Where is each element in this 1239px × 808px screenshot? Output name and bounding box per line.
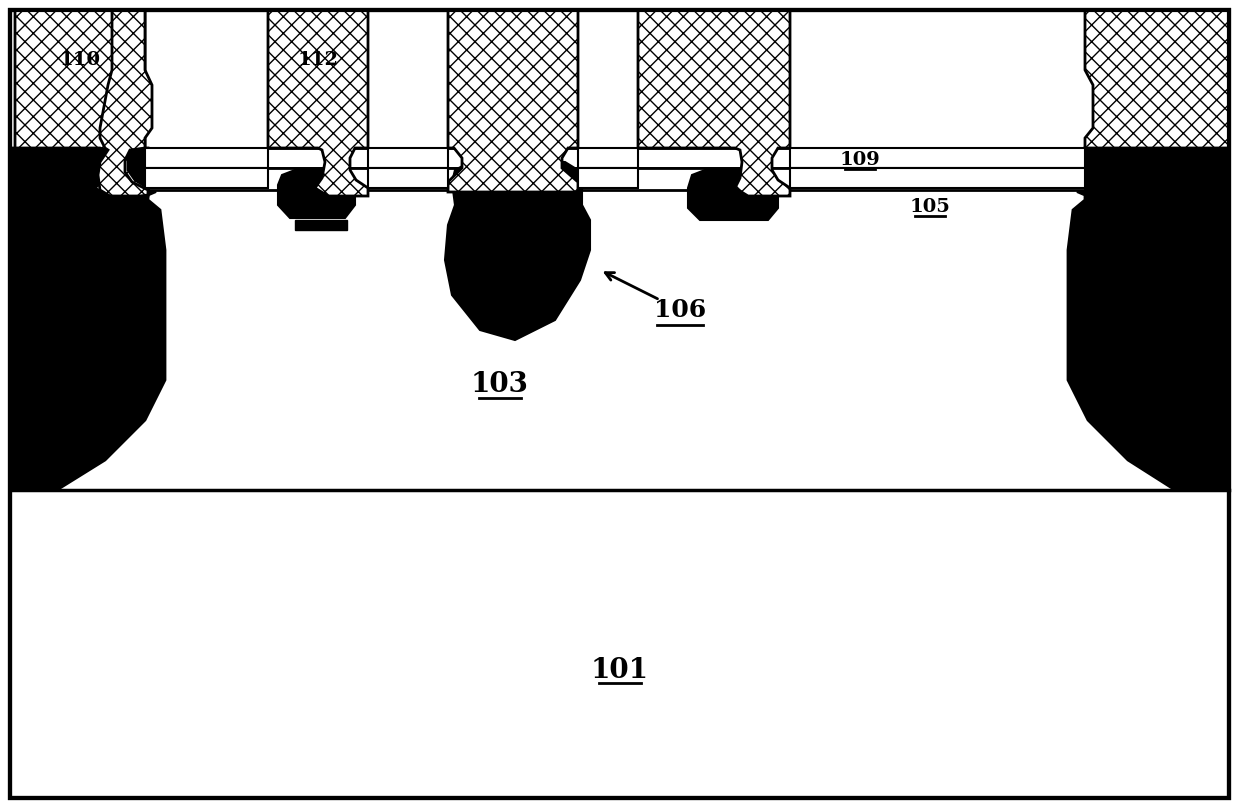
Text: 101: 101	[591, 656, 649, 684]
Bar	[579, 168, 638, 188]
Text: 106: 106	[654, 298, 706, 322]
Bar	[368, 148, 449, 168]
Text: 110: 110	[59, 51, 100, 69]
Polygon shape	[1085, 10, 1229, 148]
Bar	[145, 168, 268, 188]
Polygon shape	[15, 10, 152, 196]
Bar	[790, 148, 1085, 168]
Text: 105: 105	[909, 198, 950, 216]
Polygon shape	[15, 10, 147, 196]
Bar	[579, 148, 638, 168]
Bar	[147, 168, 1085, 190]
Polygon shape	[638, 10, 790, 196]
Polygon shape	[1068, 148, 1229, 490]
Bar	[147, 148, 1085, 168]
Bar	[145, 148, 268, 168]
Polygon shape	[10, 148, 165, 490]
Polygon shape	[278, 170, 356, 218]
Polygon shape	[688, 170, 778, 220]
Polygon shape	[268, 10, 368, 196]
Bar	[295, 220, 347, 230]
Bar	[790, 168, 1085, 188]
Polygon shape	[449, 10, 579, 192]
Bar	[165, 188, 1068, 490]
Text: 103: 103	[471, 372, 529, 398]
Text: 112: 112	[297, 51, 338, 69]
Text: 109: 109	[840, 151, 881, 169]
Bar	[368, 168, 449, 188]
Polygon shape	[445, 162, 590, 340]
